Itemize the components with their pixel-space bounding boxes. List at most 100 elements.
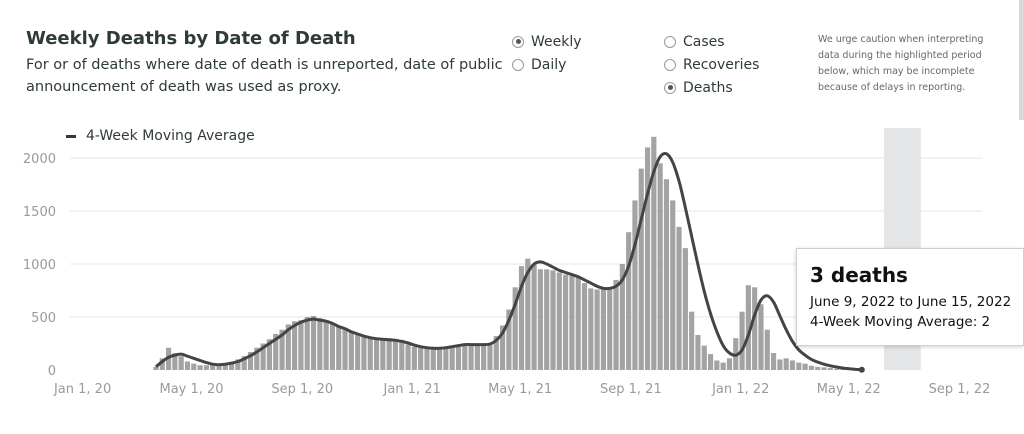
bar[interactable] [292,321,298,370]
bar[interactable] [537,269,543,370]
radio-unchecked-icon[interactable] [664,58,676,71]
bar[interactable] [449,345,455,370]
bar[interactable] [670,200,676,370]
bar[interactable] [178,356,184,370]
bar[interactable] [487,343,493,371]
bar[interactable] [455,344,462,370]
radio-checked-icon[interactable] [512,35,524,48]
bar[interactable] [355,335,361,370]
bar[interactable] [657,163,663,370]
bar[interactable] [720,362,726,370]
bar[interactable] [714,360,720,370]
bar[interactable] [638,168,644,370]
bar[interactable] [191,363,197,370]
bar[interactable] [613,279,619,370]
bar[interactable] [663,179,670,370]
bar[interactable] [443,346,449,370]
bar[interactable] [651,136,657,370]
bar[interactable] [197,365,203,370]
bar[interactable] [266,339,272,370]
bar[interactable] [373,339,380,370]
moving-average-line[interactable] [154,151,862,372]
bar[interactable] [247,351,254,370]
bar[interactable] [707,354,714,370]
bar[interactable] [827,368,833,370]
bar[interactable] [739,311,745,370]
bar[interactable] [752,287,758,370]
scrollbar[interactable] [1019,0,1024,120]
bar[interactable] [241,356,247,370]
period-option-weekly[interactable]: Weekly [512,33,582,50]
bar[interactable] [329,323,336,370]
bar[interactable] [764,329,770,370]
bar[interactable] [783,358,789,370]
bar[interactable] [802,363,808,370]
bar[interactable] [203,365,209,370]
bar[interactable] [569,275,575,370]
bar[interactable] [770,353,777,370]
bar[interactable] [279,329,285,370]
bar[interactable] [317,318,323,370]
bar[interactable] [386,338,392,370]
metric-option-deaths[interactable]: Deaths [664,79,759,96]
bar[interactable] [222,363,228,370]
bar[interactable] [184,361,191,370]
bar[interactable] [588,288,594,370]
radio-unchecked-icon[interactable] [512,58,524,71]
bar[interactable] [500,325,506,370]
bar[interactable] [815,366,821,370]
bar[interactable] [594,289,600,370]
bar[interactable] [399,342,405,370]
bar[interactable] [745,285,751,370]
bar[interactable] [506,309,512,370]
bar[interactable] [474,345,480,370]
bar[interactable] [367,338,373,370]
bar[interactable] [304,317,310,370]
bar[interactable] [796,362,802,370]
bar[interactable] [777,359,783,370]
bar[interactable] [632,200,638,370]
bar[interactable] [436,347,443,370]
radio-unchecked-icon[interactable] [664,35,676,48]
metric-option-cases[interactable]: Cases [664,33,759,50]
bar[interactable] [229,362,235,370]
bar[interactable] [619,264,625,370]
bar[interactable] [273,333,279,370]
bar[interactable] [468,344,474,370]
bar[interactable] [481,344,487,370]
bar[interactable] [512,287,518,370]
bar[interactable] [726,358,733,370]
bar[interactable] [285,324,291,370]
bar[interactable] [235,359,241,370]
bar[interactable] [544,269,550,370]
bar[interactable] [821,367,827,370]
bar[interactable] [392,340,399,370]
bar[interactable] [789,360,796,370]
bar[interactable] [342,328,348,370]
bar[interactable] [682,248,688,370]
bar[interactable] [701,345,707,370]
bar[interactable] [531,264,537,370]
bar[interactable] [758,304,764,370]
bar[interactable] [348,331,354,370]
bar[interactable] [518,266,525,370]
bar[interactable] [323,320,329,370]
bar[interactable] [644,147,651,370]
bar[interactable] [336,326,342,370]
bar[interactable] [216,364,222,370]
bar[interactable] [493,336,499,370]
bar[interactable] [172,353,178,370]
bar[interactable] [550,270,556,370]
bar[interactable] [563,274,569,370]
bar[interactable] [581,283,588,370]
bar[interactable] [430,348,436,370]
bar[interactable] [834,368,840,370]
bar[interactable] [361,337,367,370]
bar[interactable] [676,226,682,370]
bar[interactable] [210,364,216,370]
metric-option-recoveries[interactable]: Recoveries [664,56,759,73]
bar[interactable] [424,348,430,370]
bar[interactable] [310,315,317,370]
bar[interactable] [298,320,304,370]
bar[interactable] [556,272,562,370]
